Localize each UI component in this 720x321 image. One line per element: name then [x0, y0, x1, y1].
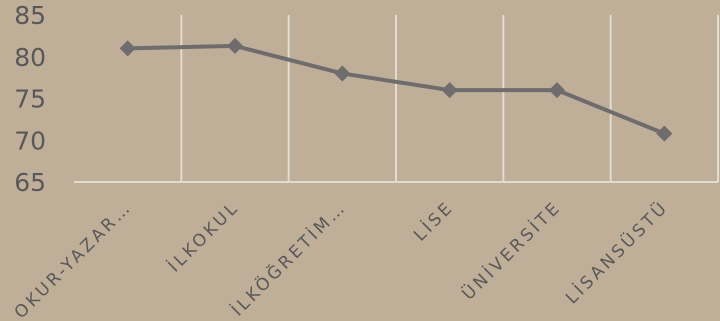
- x-tick-label: İLKOKUL: [164, 197, 244, 277]
- y-tick-label: 70: [14, 126, 46, 155]
- data-point-marker: [441, 82, 458, 99]
- data-point-marker: [119, 40, 136, 57]
- series-line: [127, 43, 666, 136]
- x-tick-label: ÜNİVERSİTE: [457, 196, 565, 304]
- series-group: [119, 37, 673, 142]
- data-point-marker: [334, 65, 351, 82]
- y-tick-label: 75: [14, 85, 46, 114]
- y-tick-label: 80: [14, 43, 46, 72]
- x-tick-label: OKUR-YAZAR…: [11, 197, 137, 321]
- y-tick-label: 85: [14, 1, 46, 30]
- x-tick-label: İLKÖĞRETİM…: [226, 196, 350, 320]
- x-tick-label: LİSE: [409, 197, 458, 246]
- data-point-marker: [656, 125, 673, 142]
- data-point-marker: [227, 37, 243, 54]
- gridlines: [180, 15, 719, 182]
- y-tick-label: 65: [14, 168, 46, 197]
- x-tick-label: LİSANSÜSTÜ: [561, 196, 673, 308]
- y-axis-tick-labels: 65 70 75 80 85: [14, 1, 46, 197]
- data-point-marker: [549, 82, 565, 99]
